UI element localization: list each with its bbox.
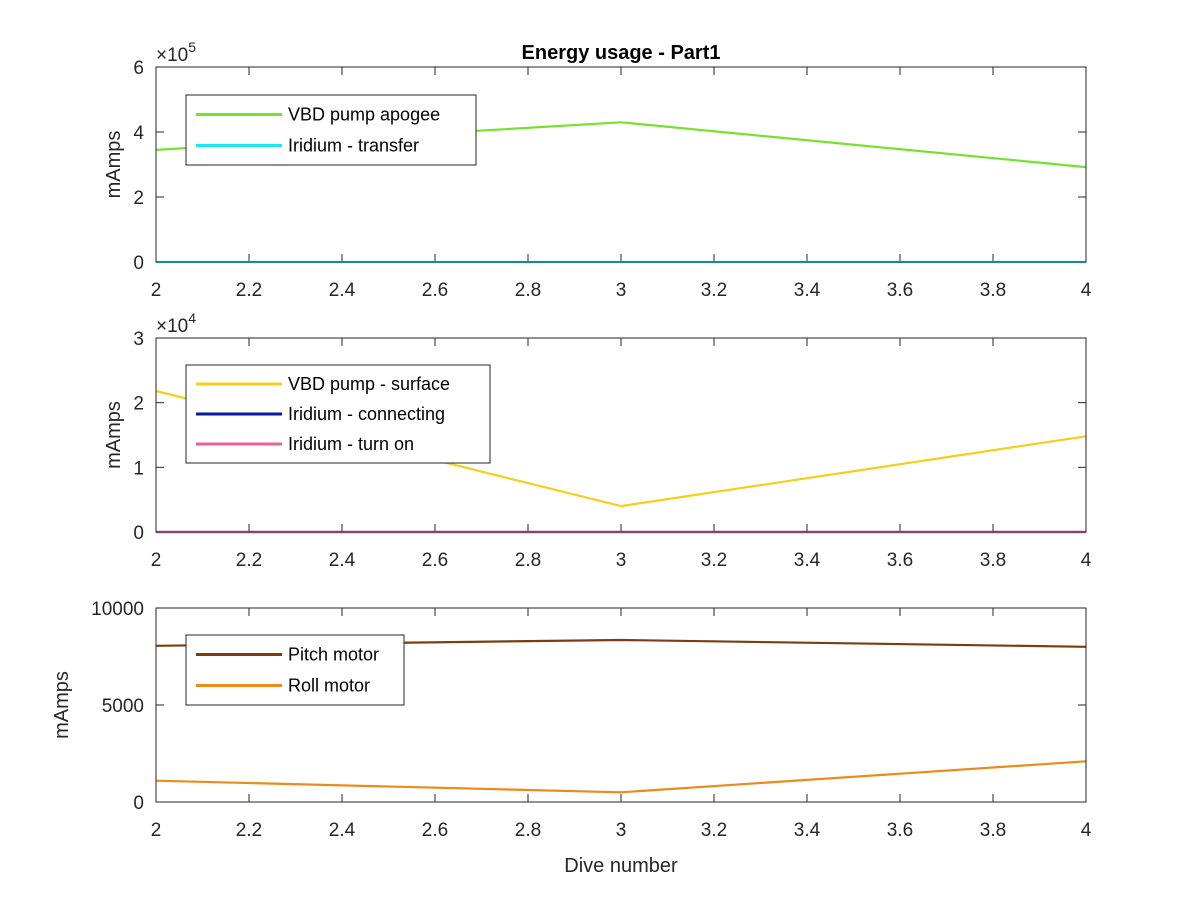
y-tick-label: 0 [133, 523, 144, 544]
y-tick-label: 0 [133, 253, 144, 274]
subplot-1: 2 2.2 2.4 2.6 2.8 3 3.2 3.4 3.6 3.8 40246mAmps×105… [103, 39, 1092, 301]
y-tick-label: 4 [133, 123, 144, 144]
y-axis-label: mAmps [103, 401, 125, 469]
x-tick-label: 2.4 [329, 280, 356, 301]
x-tick-label: 3.2 [701, 280, 727, 301]
x-tick-label: 4 [1081, 280, 1092, 301]
legend-box [185, 634, 405, 706]
x-tick-label: 3 [616, 280, 627, 301]
x-tick-label: 2 [151, 820, 162, 841]
x-tick-label: 2.6 [422, 820, 448, 841]
y-exponent-power: 5 [188, 39, 196, 55]
x-tick-label: 3.6 [887, 550, 913, 571]
x-tick-label: 3.4 [794, 820, 821, 841]
y-axis-label: mAmps [51, 671, 73, 739]
x-tick-label: 3.2 [701, 820, 727, 841]
axes-box [155, 607, 1087, 803]
legend-label-2: Iridium - transfer [288, 136, 419, 156]
y-exponent: ×105 [156, 39, 196, 66]
y-tick-label: 6 [133, 58, 144, 79]
x-tick-label: 2.8 [515, 280, 541, 301]
y-tick-label: 2 [133, 188, 144, 209]
y-exponent: ×104 [156, 310, 196, 337]
y-tick-label: 2 [133, 394, 144, 415]
subplot-3: 2 2.2 2.4 2.6 2.8 3 3.2 3.4 3.6 3.8 4 0 5000 10000 mAm… [51, 599, 1092, 877]
y-tick-label: 3 [133, 329, 144, 350]
y-exponent-base: ×10 [156, 45, 188, 66]
y-axis-label: mAmps [103, 131, 125, 199]
y-exponent-base: ×10 [156, 316, 188, 337]
x-tick-label: 3.8 [980, 280, 1006, 301]
x-tick-label: 2.2 [236, 820, 262, 841]
legend: Pitch motor Roll motor [185, 634, 405, 706]
x-tick-label: 3.8 [980, 820, 1006, 841]
legend: VBD pump - surface Iridium - connecting Ir… [185, 364, 491, 464]
x-tick-label: 3.6 [887, 820, 913, 841]
y-exponent-power: 4 [188, 310, 196, 326]
axes-box [155, 337, 1087, 533]
legend-label-3: Iridium - turn on [288, 434, 414, 454]
subplot-2: 2 2.2 2.4 2.6 2.8 3 3.2 3.4 3.6 3.8 40123mAmps×104… [103, 310, 1092, 571]
legend-label-1: VBD pump apogee [288, 105, 440, 125]
chart-title: Energy usage - Part1 [522, 42, 721, 64]
y-tick-label: 1 [133, 458, 144, 479]
x-tick-label: 3.4 [794, 550, 821, 571]
x-tick-label: 2.2 [236, 280, 262, 301]
x-tick-label: 3.8 [980, 550, 1006, 571]
series-line-2 [155, 760, 1087, 794]
x-tick-label: 3 [616, 550, 627, 571]
legend-label-2: Roll motor [288, 676, 370, 696]
x-tick-label: 2.6 [422, 280, 448, 301]
x-tick-label: 2.6 [422, 550, 448, 571]
x-tick-label: 3.2 [701, 550, 727, 571]
x-tick-label: 3.6 [887, 280, 913, 301]
axes-box [155, 66, 1087, 263]
y-tick-label: 5000 [102, 696, 144, 717]
legend-box [185, 94, 477, 166]
legend: VBD pump apogee Iridium - transfer [185, 94, 477, 166]
x-tick-label: 3.4 [794, 280, 821, 301]
legend-label-1: VBD pump - surface [288, 374, 450, 394]
x-axis-label: Dive number [564, 855, 678, 877]
x-tick-label: 2.4 [329, 820, 356, 841]
legend-label-1: Pitch motor [288, 645, 379, 665]
x-tick-label: 2.8 [515, 820, 541, 841]
x-tick-label: 2.8 [515, 550, 541, 571]
y-tick-label: 0 [133, 793, 144, 814]
x-tick-label: 3 [616, 820, 627, 841]
x-tick-label: 4 [1081, 820, 1092, 841]
x-tick-label: 4 [1081, 550, 1092, 571]
x-tick-label: 2.4 [329, 550, 356, 571]
legend-label-2: Iridium - connecting [288, 404, 445, 424]
x-tick-label: 2 [151, 550, 162, 571]
x-tick-label: 2.2 [236, 550, 262, 571]
y-tick-label: 10000 [91, 599, 144, 620]
x-tick-label: 2 [151, 280, 162, 301]
